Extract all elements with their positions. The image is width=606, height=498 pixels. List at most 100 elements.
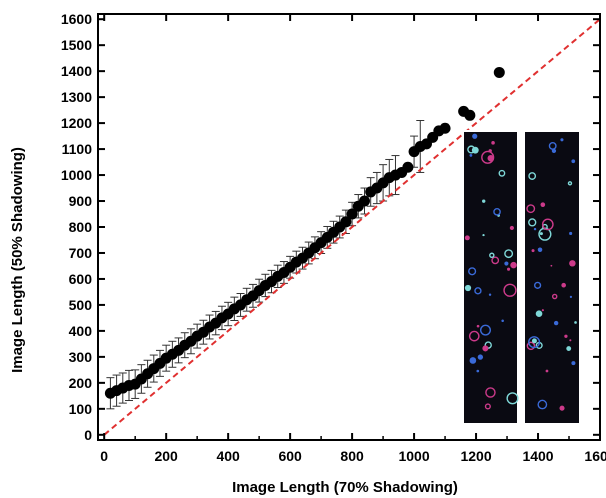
data-point (402, 161, 414, 173)
inset-particle (474, 287, 482, 295)
data-point (346, 208, 358, 220)
x-tick-label: 200 (154, 448, 178, 464)
inset-panel-right (523, 130, 581, 425)
inset-particle (476, 324, 480, 328)
data-point (493, 66, 505, 78)
data-point (464, 109, 476, 121)
microscopy-inset (462, 130, 581, 425)
inset-particle (528, 336, 541, 349)
inset-particle (501, 319, 504, 323)
inset-particle (485, 387, 496, 398)
reference-line (103, 18, 601, 436)
inset-particle (528, 218, 537, 227)
inset-particle (468, 267, 477, 276)
inset-particle (503, 283, 517, 297)
inset-particle (482, 345, 489, 352)
y-tick-label: 100 (69, 401, 93, 417)
inset-particle (567, 181, 573, 186)
inset-particle (561, 282, 566, 288)
inset-particle (574, 321, 577, 324)
y-tick-label: 300 (69, 349, 93, 365)
inset-particle (469, 153, 473, 157)
inset-particle (537, 399, 548, 410)
inset-particle (569, 231, 573, 236)
inset-particle (482, 233, 485, 237)
inset-particle (469, 357, 477, 364)
inset-particle (504, 249, 514, 259)
inset-particle (535, 310, 543, 318)
inset-particle (551, 293, 558, 300)
inset-particle (531, 338, 537, 344)
inset-particle (526, 341, 536, 351)
y-tick-label: 0 (84, 427, 92, 443)
x-tick-label: 800 (340, 448, 364, 464)
data-points (104, 66, 505, 399)
inset-particle (541, 309, 544, 312)
inset-particle (539, 232, 543, 236)
inset-particle (472, 133, 478, 139)
y-tick-label: 800 (69, 219, 93, 235)
y-tick-label: 500 (69, 297, 93, 313)
inset-particle (533, 227, 537, 231)
x-axis-title: Image Length (70% Shadowing) (232, 479, 458, 496)
inset-particles (464, 133, 577, 411)
y-tick-label: 1500 (61, 37, 92, 53)
inset-particle (477, 354, 484, 360)
inset-particle (531, 249, 535, 253)
inset-particle (488, 293, 492, 296)
inset-particle (509, 225, 514, 231)
inset-particle (569, 295, 573, 298)
inset-particle (464, 235, 470, 241)
inset-particle (533, 281, 542, 289)
inset-particle (484, 403, 491, 410)
inset-particle (491, 256, 500, 265)
inset-particle (468, 330, 480, 342)
y-tick-label: 1300 (61, 89, 92, 105)
x-tick-label: 1200 (460, 448, 491, 464)
inset-particle (498, 169, 506, 177)
y-tick-label: 200 (69, 375, 93, 391)
inset-particle (506, 392, 519, 405)
inset-particle (493, 208, 501, 216)
inset-particle (479, 324, 492, 336)
inset-particle (526, 204, 536, 214)
inset-panel-left (462, 130, 519, 425)
x-tick-label: 1400 (522, 448, 553, 464)
inset-particle (559, 405, 565, 411)
x-tick-label: 600 (278, 448, 302, 464)
inset-particle (464, 284, 472, 292)
x-tick-label: 1600 (584, 448, 606, 464)
data-point (340, 216, 352, 228)
inset-particle (545, 369, 549, 373)
y-tick-label: 400 (69, 323, 93, 339)
inset-particle (564, 334, 568, 338)
inset-particle (541, 218, 554, 231)
y-axis-title: Image Length (50% Shadowing) (9, 147, 26, 373)
inset-particle (482, 199, 486, 203)
inset-particle (481, 150, 495, 164)
inset-particle (537, 247, 543, 253)
y-tick-label: 1400 (61, 63, 92, 79)
y-tick-label: 600 (69, 271, 93, 287)
inset-particle (571, 361, 576, 366)
inset-particle (566, 346, 572, 351)
inset-particle (553, 320, 559, 326)
y-axis-ticks: 0 100 200 300 400 500 600 700 800 900 1000 1100 1200… (61, 11, 600, 443)
inset-particle (491, 141, 495, 145)
data-point (358, 195, 370, 207)
x-tick-label: 0 (100, 448, 108, 464)
inset-particle (540, 202, 546, 207)
x-axis-ticks: 0 200 400 600 800 1000 1200 1400 1600 (100, 14, 606, 464)
y-tick-label: 900 (69, 193, 93, 209)
inset-particle (467, 145, 476, 154)
inset-particle (504, 261, 509, 266)
inset-particle (560, 138, 564, 142)
inset-particle (476, 369, 480, 373)
y-tick-label: 1000 (61, 167, 92, 183)
inset-particle (528, 172, 537, 180)
y-tick-label: 700 (69, 245, 93, 261)
inset-particle (571, 159, 576, 164)
inset-particle (569, 260, 576, 267)
inset-particle (510, 261, 517, 269)
